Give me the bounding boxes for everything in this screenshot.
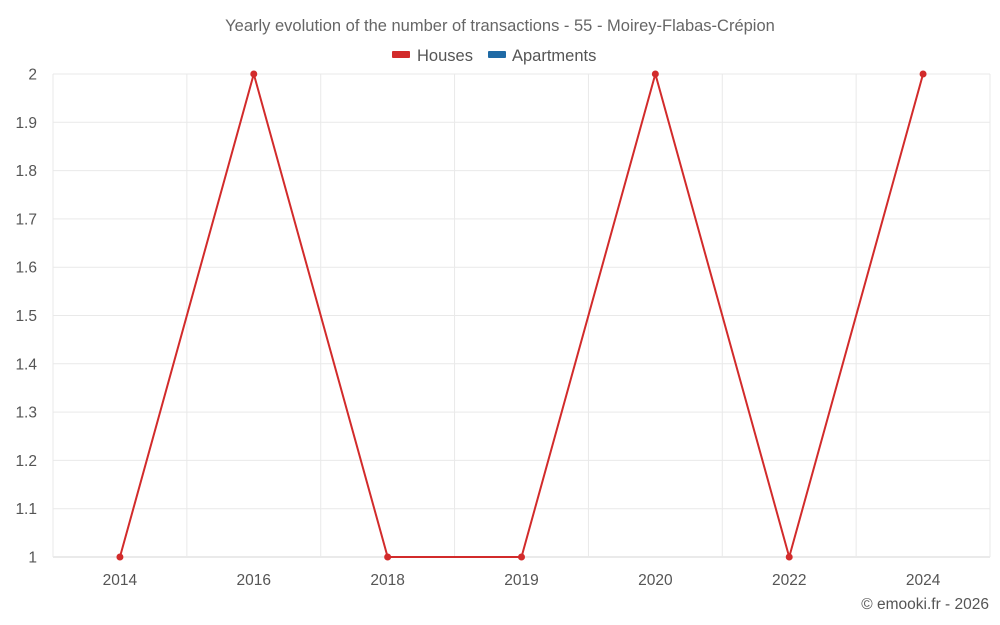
data-point-houses-2024[interactable]: [919, 70, 927, 78]
series-houses: [116, 70, 927, 561]
x-tick-label: 2016: [237, 572, 271, 589]
grid: [52, 73, 991, 558]
x-tick-label: 2018: [370, 572, 404, 589]
x-tick-label: 2020: [638, 572, 673, 589]
data-point-houses-2016[interactable]: [250, 70, 258, 78]
x-tick-label: 2019: [504, 572, 538, 589]
y-tick-label: 1.6: [15, 260, 37, 277]
data-point-houses-2022[interactable]: [785, 553, 793, 561]
legend-label-houses[interactable]: Houses: [417, 47, 473, 65]
y-tick-label: 1.7: [15, 211, 37, 228]
legend-swatch-houses[interactable]: [392, 51, 410, 58]
y-axis-ticks: 1 1.1 1.2 1.3 1.4 1.5 1.6 1.7 1.8 1.9 2: [15, 67, 37, 567]
x-tick-label: 2024: [906, 572, 941, 589]
y-tick-label: 1.5: [15, 308, 37, 325]
x-tick-label: 2022: [772, 572, 806, 589]
credit-text: © emooki.fr - 2026: [861, 596, 989, 613]
data-point-houses-2020[interactable]: [651, 70, 659, 78]
y-tick-label: 1.4: [15, 356, 37, 373]
y-tick-label: 2: [28, 67, 37, 84]
data-point-houses-2014[interactable]: [116, 553, 124, 561]
legend-swatch-apartments[interactable]: [488, 51, 506, 58]
y-tick-label: 1.9: [15, 115, 37, 132]
legend-label-apartments[interactable]: Apartments: [512, 47, 596, 65]
data-point-houses-2019[interactable]: [518, 553, 525, 561]
legend: Houses Apartments: [392, 47, 596, 65]
y-tick-label: 1.3: [15, 405, 37, 422]
y-tick-label: 1.2: [15, 453, 37, 470]
y-tick-label: 1.1: [15, 501, 37, 518]
x-axis-ticks: 2014 2016 2018 2019 2020 2022 2024: [103, 572, 941, 589]
chart-title: Yearly evolution of the number of transa…: [225, 17, 775, 35]
y-tick-label: 1: [28, 550, 37, 567]
x-tick-label: 2014: [103, 572, 138, 589]
data-point-houses-2018[interactable]: [384, 553, 392, 561]
y-tick-label: 1.8: [15, 163, 37, 180]
